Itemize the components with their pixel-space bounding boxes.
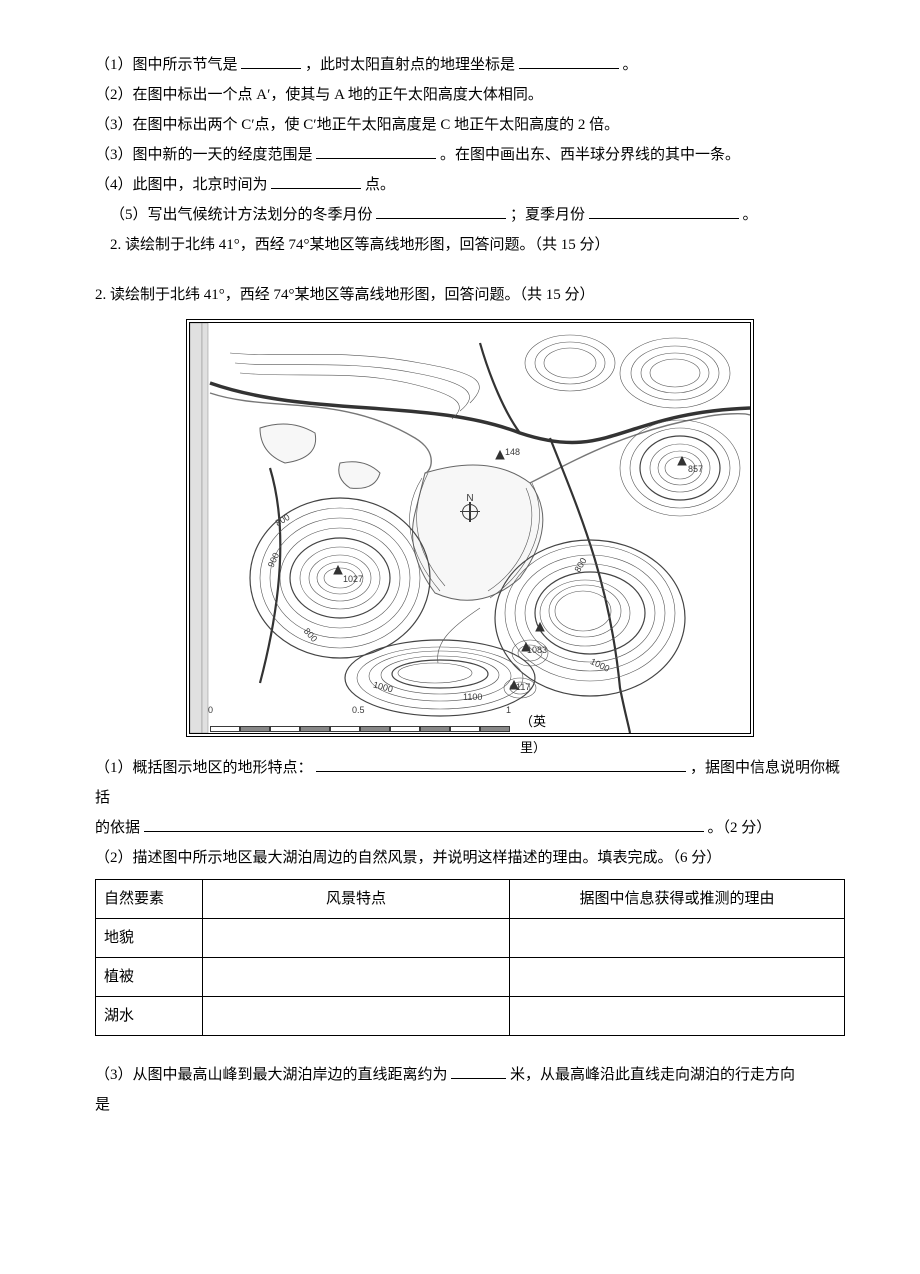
peak-label: 1083 [527,641,547,659]
text: 。（2 分） [708,820,772,836]
q1-item-4: （4）此图中，北京时间为 点。 [95,170,845,200]
answer-cell[interactable] [510,958,845,997]
answer-cell[interactable] [203,958,510,997]
row-label: 植被 [96,958,203,997]
table-row: 植被 [96,958,845,997]
answer-cell[interactable] [510,997,845,1036]
row-label: 地貌 [96,919,203,958]
text: （3）图中新的一天的经度范围是 [95,147,313,163]
table-header: 风景特点 [203,880,510,919]
blank[interactable] [271,173,361,189]
answer-cell[interactable] [203,997,510,1036]
scale-tick: 0 [208,701,213,719]
answer-cell[interactable] [203,919,510,958]
peak-label: 1027 [343,570,363,588]
q2-item-3-line2: 是 [95,1090,845,1120]
text: ，此时太阳直射点的地理坐标是 [305,57,515,73]
table-header: 自然要素 [96,880,203,919]
text: 点。 [365,177,395,193]
table-row: 自然要素 风景特点 据图中信息获得或推测的理由 [96,880,845,919]
scale-tick: 1 [506,701,511,719]
q1-item-2: （2）在图中标出一个点 A′，使其与 A 地的正午太阳高度大体相同。 [95,80,845,110]
q2-item-3-line1: （3）从图中最高山峰到最大湖泊岸边的直线距离约为 米，从最高峰沿此直线走向湖泊的… [95,1060,845,1090]
scale-tick: 0.5 [352,701,365,719]
text: （1）图中所示节气是 [95,57,238,73]
text: 。 [623,57,638,73]
blank[interactable] [316,143,436,159]
text: 米，从最高峰沿此直线走向湖泊的行走方向 [510,1067,795,1083]
text: ；夏季月份 [510,207,585,223]
q2-item-1-line2: 的依据 。（2 分） [95,813,845,843]
text: 。 [743,207,758,223]
answer-table: 自然要素 风景特点 据图中信息获得或推测的理由 地貌 植被 湖水 [95,879,845,1036]
blank[interactable] [451,1063,506,1079]
q1-item-3b: （3）图中新的一天的经度范围是 。在图中画出东、西半球分界线的其中一条。 [95,140,845,170]
compass-icon: N [462,493,478,523]
q2-item-1-line1: （1）概括图示地区的地形特点： ，据图中信息说明你概括 [95,753,845,813]
q2-heading: 2. 读绘制于北纬 41°，西经 74°某地区等高线地形图，回答问题。（共 15… [95,280,845,310]
peak-label: 148 [505,443,520,461]
q1-item-5: （5）写出气候统计方法划分的冬季月份 ；夏季月份 。 [95,200,845,230]
blank[interactable] [144,816,704,832]
topo-map-figure: .cl { fill:none; stroke:#555; stroke-wid… [95,322,845,745]
answer-cell[interactable] [510,919,845,958]
text: （4）此图中，北京时间为 [95,177,268,193]
q1-item-1: （1）图中所示节气是 ，此时太阳直射点的地理坐标是 。 [95,50,845,80]
blank[interactable] [241,53,301,69]
blank[interactable] [376,203,506,219]
scale-unit: （英里） [520,709,546,761]
q2-item-2: （2）描述图中所示地区最大湖泊周边的自然风景，并说明这样描述的理由。填表完成。（… [95,843,845,873]
row-label: 湖水 [96,997,203,1036]
table-row: 湖水 [96,997,845,1036]
peak-label: 117 [516,678,530,696]
text: 。在图中画出东、西半球分界线的其中一条。 [440,147,740,163]
text: （5）写出气候统计方法划分的冬季月份 [110,207,373,223]
scale-bar: 0 0.5 1 （英里） [210,713,510,723]
q1-item-6: 2. 读绘制于北纬 41°，西经 74°某地区等高线地形图，回答问题。（共 15… [95,230,845,260]
table-row: 地貌 [96,919,845,958]
blank[interactable] [519,53,619,69]
q1-item-3a: （3）在图中标出两个 C′点，使 C′地正午太阳高度是 C 地正午太阳高度的 2… [95,110,845,140]
topo-map: .cl { fill:none; stroke:#555; stroke-wid… [189,322,751,734]
text: （1）概括图示地区的地形特点： [95,760,313,776]
contour-label: 1100 [463,688,482,706]
peak-label: 857 [688,460,703,478]
text: （3）从图中最高山峰到最大湖泊岸边的直线距离约为 [95,1067,448,1083]
blank[interactable] [589,203,739,219]
table-header: 据图中信息获得或推测的理由 [510,880,845,919]
blank[interactable] [316,756,686,772]
contour-svg: .cl { fill:none; stroke:#555; stroke-wid… [190,323,750,733]
text: 的依据 [95,820,140,836]
